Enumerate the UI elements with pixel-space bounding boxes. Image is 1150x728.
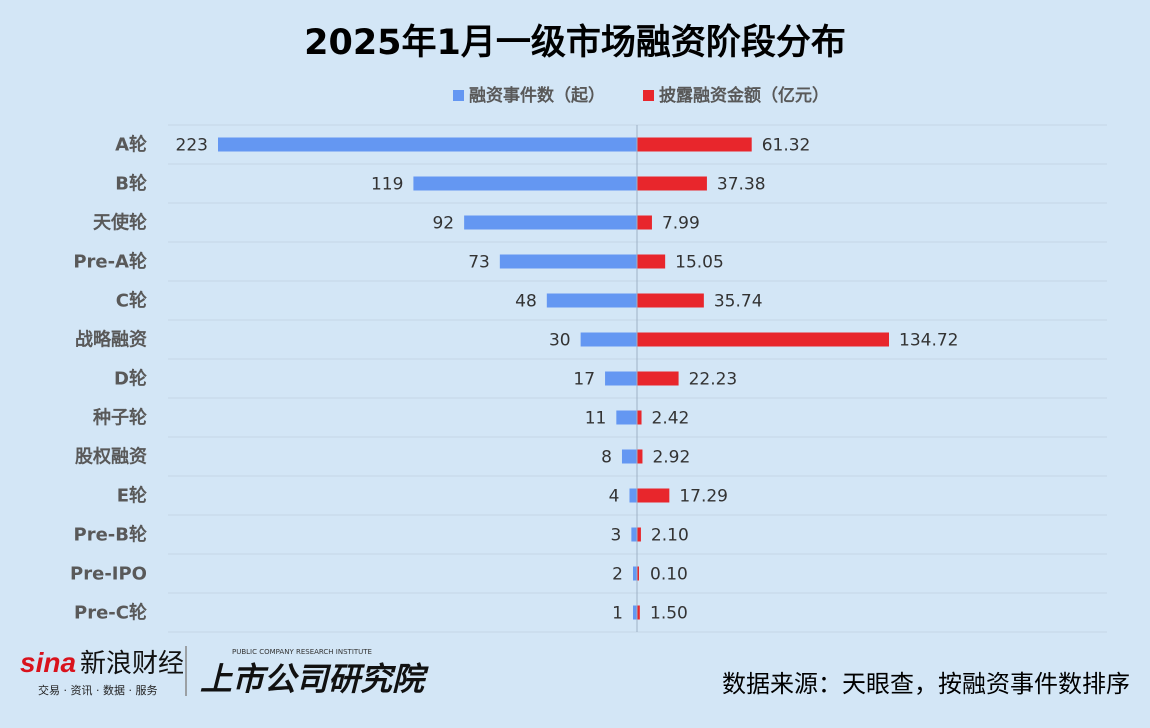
sina-brand-name: 新浪财经 bbox=[80, 649, 184, 679]
bar-event-count bbox=[629, 488, 637, 503]
pcri-subtitle: PUBLIC COMPANY RESEARCH INSTITUTE bbox=[232, 648, 372, 656]
data-label-amount: 37.38 bbox=[717, 175, 766, 195]
series-amount: 61.32 37.38 7.99 15.05 35.74 134.72 22.23 2.42 2… bbox=[637, 136, 958, 624]
data-label-event-count: 11 bbox=[585, 409, 607, 429]
category-label: Pre-C轮 bbox=[74, 602, 147, 624]
category-label: C轮 bbox=[116, 290, 147, 312]
bar-amount bbox=[637, 176, 707, 191]
pcri-brand-name: 上市公司研究院 bbox=[200, 660, 429, 698]
category-label: 股权融资 bbox=[74, 446, 147, 468]
data-label-event-count: 1 bbox=[612, 604, 623, 624]
category-label: A轮 bbox=[115, 134, 147, 156]
category-label: E轮 bbox=[117, 485, 147, 507]
data-label-amount: 7.99 bbox=[662, 214, 700, 234]
data-label-event-count: 119 bbox=[371, 175, 403, 195]
bar-event-count bbox=[413, 176, 637, 191]
bar-event-count bbox=[546, 293, 637, 308]
bar-amount bbox=[637, 332, 889, 347]
data-label-event-count: 92 bbox=[432, 214, 454, 234]
data-label-amount: 1.50 bbox=[650, 604, 688, 624]
bar-event-count bbox=[633, 605, 637, 620]
category-label: 天使轮 bbox=[93, 212, 147, 234]
legend-label: 披露融资金额（亿元） bbox=[659, 85, 829, 106]
category-label: 战略融资 bbox=[75, 329, 147, 351]
data-source-note: 数据来源：天眼查，按融资事件数排序 bbox=[722, 670, 1130, 698]
data-label-amount: 2.92 bbox=[652, 448, 690, 468]
data-label-amount: 2.10 bbox=[651, 526, 689, 546]
bar-amount bbox=[637, 293, 704, 308]
chart-title: 2025年1月一级市场融资阶段分布 bbox=[304, 23, 846, 63]
bar-event-count bbox=[464, 215, 637, 230]
bar-event-count bbox=[621, 449, 637, 464]
category-label: Pre-A轮 bbox=[73, 251, 147, 273]
category-label: B轮 bbox=[115, 173, 147, 195]
legend: 融资事件数（起） 披露融资金额（亿元） bbox=[453, 85, 829, 106]
bar-amount bbox=[637, 137, 752, 152]
data-label-event-count: 223 bbox=[176, 136, 208, 156]
data-label-amount: 17.29 bbox=[679, 487, 728, 507]
bar-amount bbox=[637, 254, 666, 269]
data-label-amount: 134.72 bbox=[899, 331, 958, 351]
bar-event-count bbox=[580, 332, 637, 347]
data-label-amount: 2.42 bbox=[652, 409, 690, 429]
data-label-event-count: 17 bbox=[573, 370, 595, 390]
legend-swatch bbox=[643, 90, 654, 101]
bar-event-count bbox=[633, 566, 637, 581]
data-label-event-count: 3 bbox=[611, 526, 622, 546]
data-label-event-count: 48 bbox=[515, 292, 537, 312]
category-label: Pre-IPO bbox=[70, 564, 147, 585]
bar-event-count bbox=[605, 371, 637, 386]
bar-event-count bbox=[616, 410, 637, 425]
sina-brand-tagline: 交易 · 资讯 · 数据 · 服务 bbox=[38, 683, 157, 697]
bar-amount bbox=[637, 410, 642, 425]
sina-logo: sina bbox=[20, 647, 76, 678]
category-label: Pre-B轮 bbox=[74, 524, 147, 546]
brand-area: sina 新浪财经 交易 · 资讯 · 数据 · 服务 PUBLIC COMPA… bbox=[20, 640, 440, 710]
bar-amount bbox=[637, 449, 643, 464]
data-label-amount: 22.23 bbox=[689, 370, 738, 390]
bar-event-count bbox=[499, 254, 637, 269]
brand-logos: sina 新浪财经 交易 · 资讯 · 数据 · 服务 PUBLIC COMPA… bbox=[20, 646, 429, 698]
category-label: D轮 bbox=[114, 368, 147, 390]
category-label: 种子轮 bbox=[92, 407, 147, 429]
bar-amount bbox=[637, 371, 679, 386]
bar-amount bbox=[637, 527, 641, 542]
bar-amount bbox=[637, 566, 639, 581]
data-label-amount: 35.74 bbox=[714, 292, 763, 312]
data-label-event-count: 8 bbox=[601, 448, 612, 468]
data-label-event-count: 4 bbox=[609, 487, 620, 507]
legend-label: 融资事件数（起） bbox=[469, 85, 605, 106]
bar-amount bbox=[637, 488, 670, 503]
data-label-amount: 61.32 bbox=[762, 136, 811, 156]
data-label-event-count: 2 bbox=[612, 565, 623, 585]
data-label-amount: 0.10 bbox=[650, 565, 688, 585]
legend-swatch bbox=[453, 90, 464, 101]
data-label-amount: 15.05 bbox=[675, 253, 724, 273]
data-label-event-count: 73 bbox=[468, 253, 490, 273]
bar-event-count bbox=[218, 137, 637, 152]
bar-amount bbox=[637, 605, 640, 620]
data-label-event-count: 30 bbox=[549, 331, 571, 351]
bar-event-count bbox=[631, 527, 637, 542]
bar-amount bbox=[637, 215, 652, 230]
